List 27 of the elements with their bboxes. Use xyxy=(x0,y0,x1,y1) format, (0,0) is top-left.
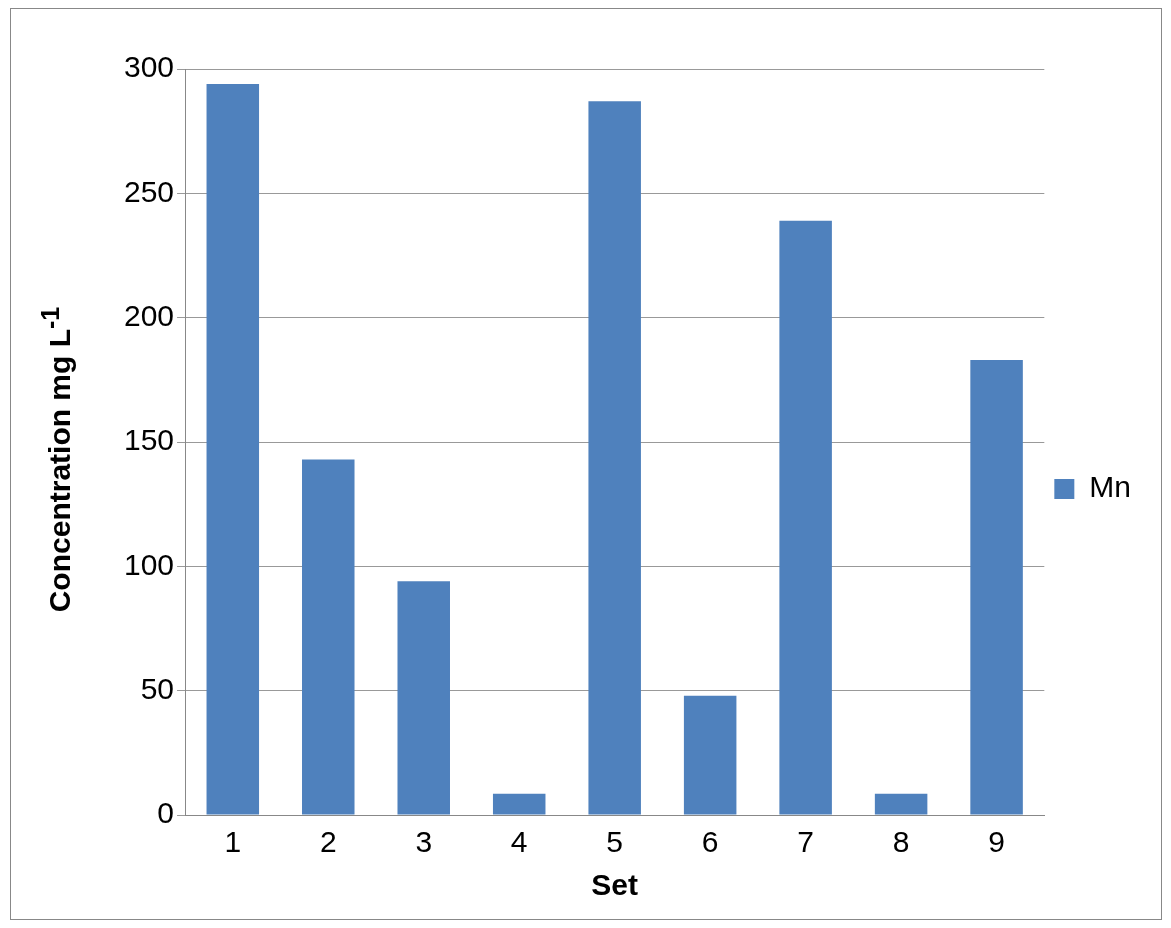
x-axis-title: Set xyxy=(591,868,639,902)
legend-label: Mn xyxy=(1089,470,1132,504)
y-tick-label: 300 xyxy=(123,50,175,84)
y-tick-label: 100 xyxy=(123,547,175,581)
x-tick-label: 5 xyxy=(606,825,624,859)
x-tick-label: 8 xyxy=(892,825,910,859)
x-tick-label: 9 xyxy=(988,825,1005,859)
y-tick-label: 150 xyxy=(123,423,175,457)
bar xyxy=(492,793,546,815)
bar xyxy=(683,695,737,815)
y-tick-label: 200 xyxy=(123,298,175,332)
x-tick-label: 1 xyxy=(224,825,242,859)
bar xyxy=(970,359,1023,815)
x-tick-label: 4 xyxy=(510,825,528,859)
x-tick-label: 2 xyxy=(319,825,337,859)
bar xyxy=(779,220,832,815)
y-tick-label: 50 xyxy=(140,671,175,705)
bar xyxy=(874,793,928,815)
bar xyxy=(302,459,355,815)
bar xyxy=(588,101,641,815)
bar xyxy=(397,581,450,815)
y-tick-label: 0 xyxy=(157,796,175,830)
bar xyxy=(206,83,260,815)
x-tick-label: 6 xyxy=(701,825,719,859)
x-tick-label: 3 xyxy=(415,825,433,859)
y-tick-label: 250 xyxy=(123,174,175,208)
x-tick-label: 7 xyxy=(797,825,814,859)
